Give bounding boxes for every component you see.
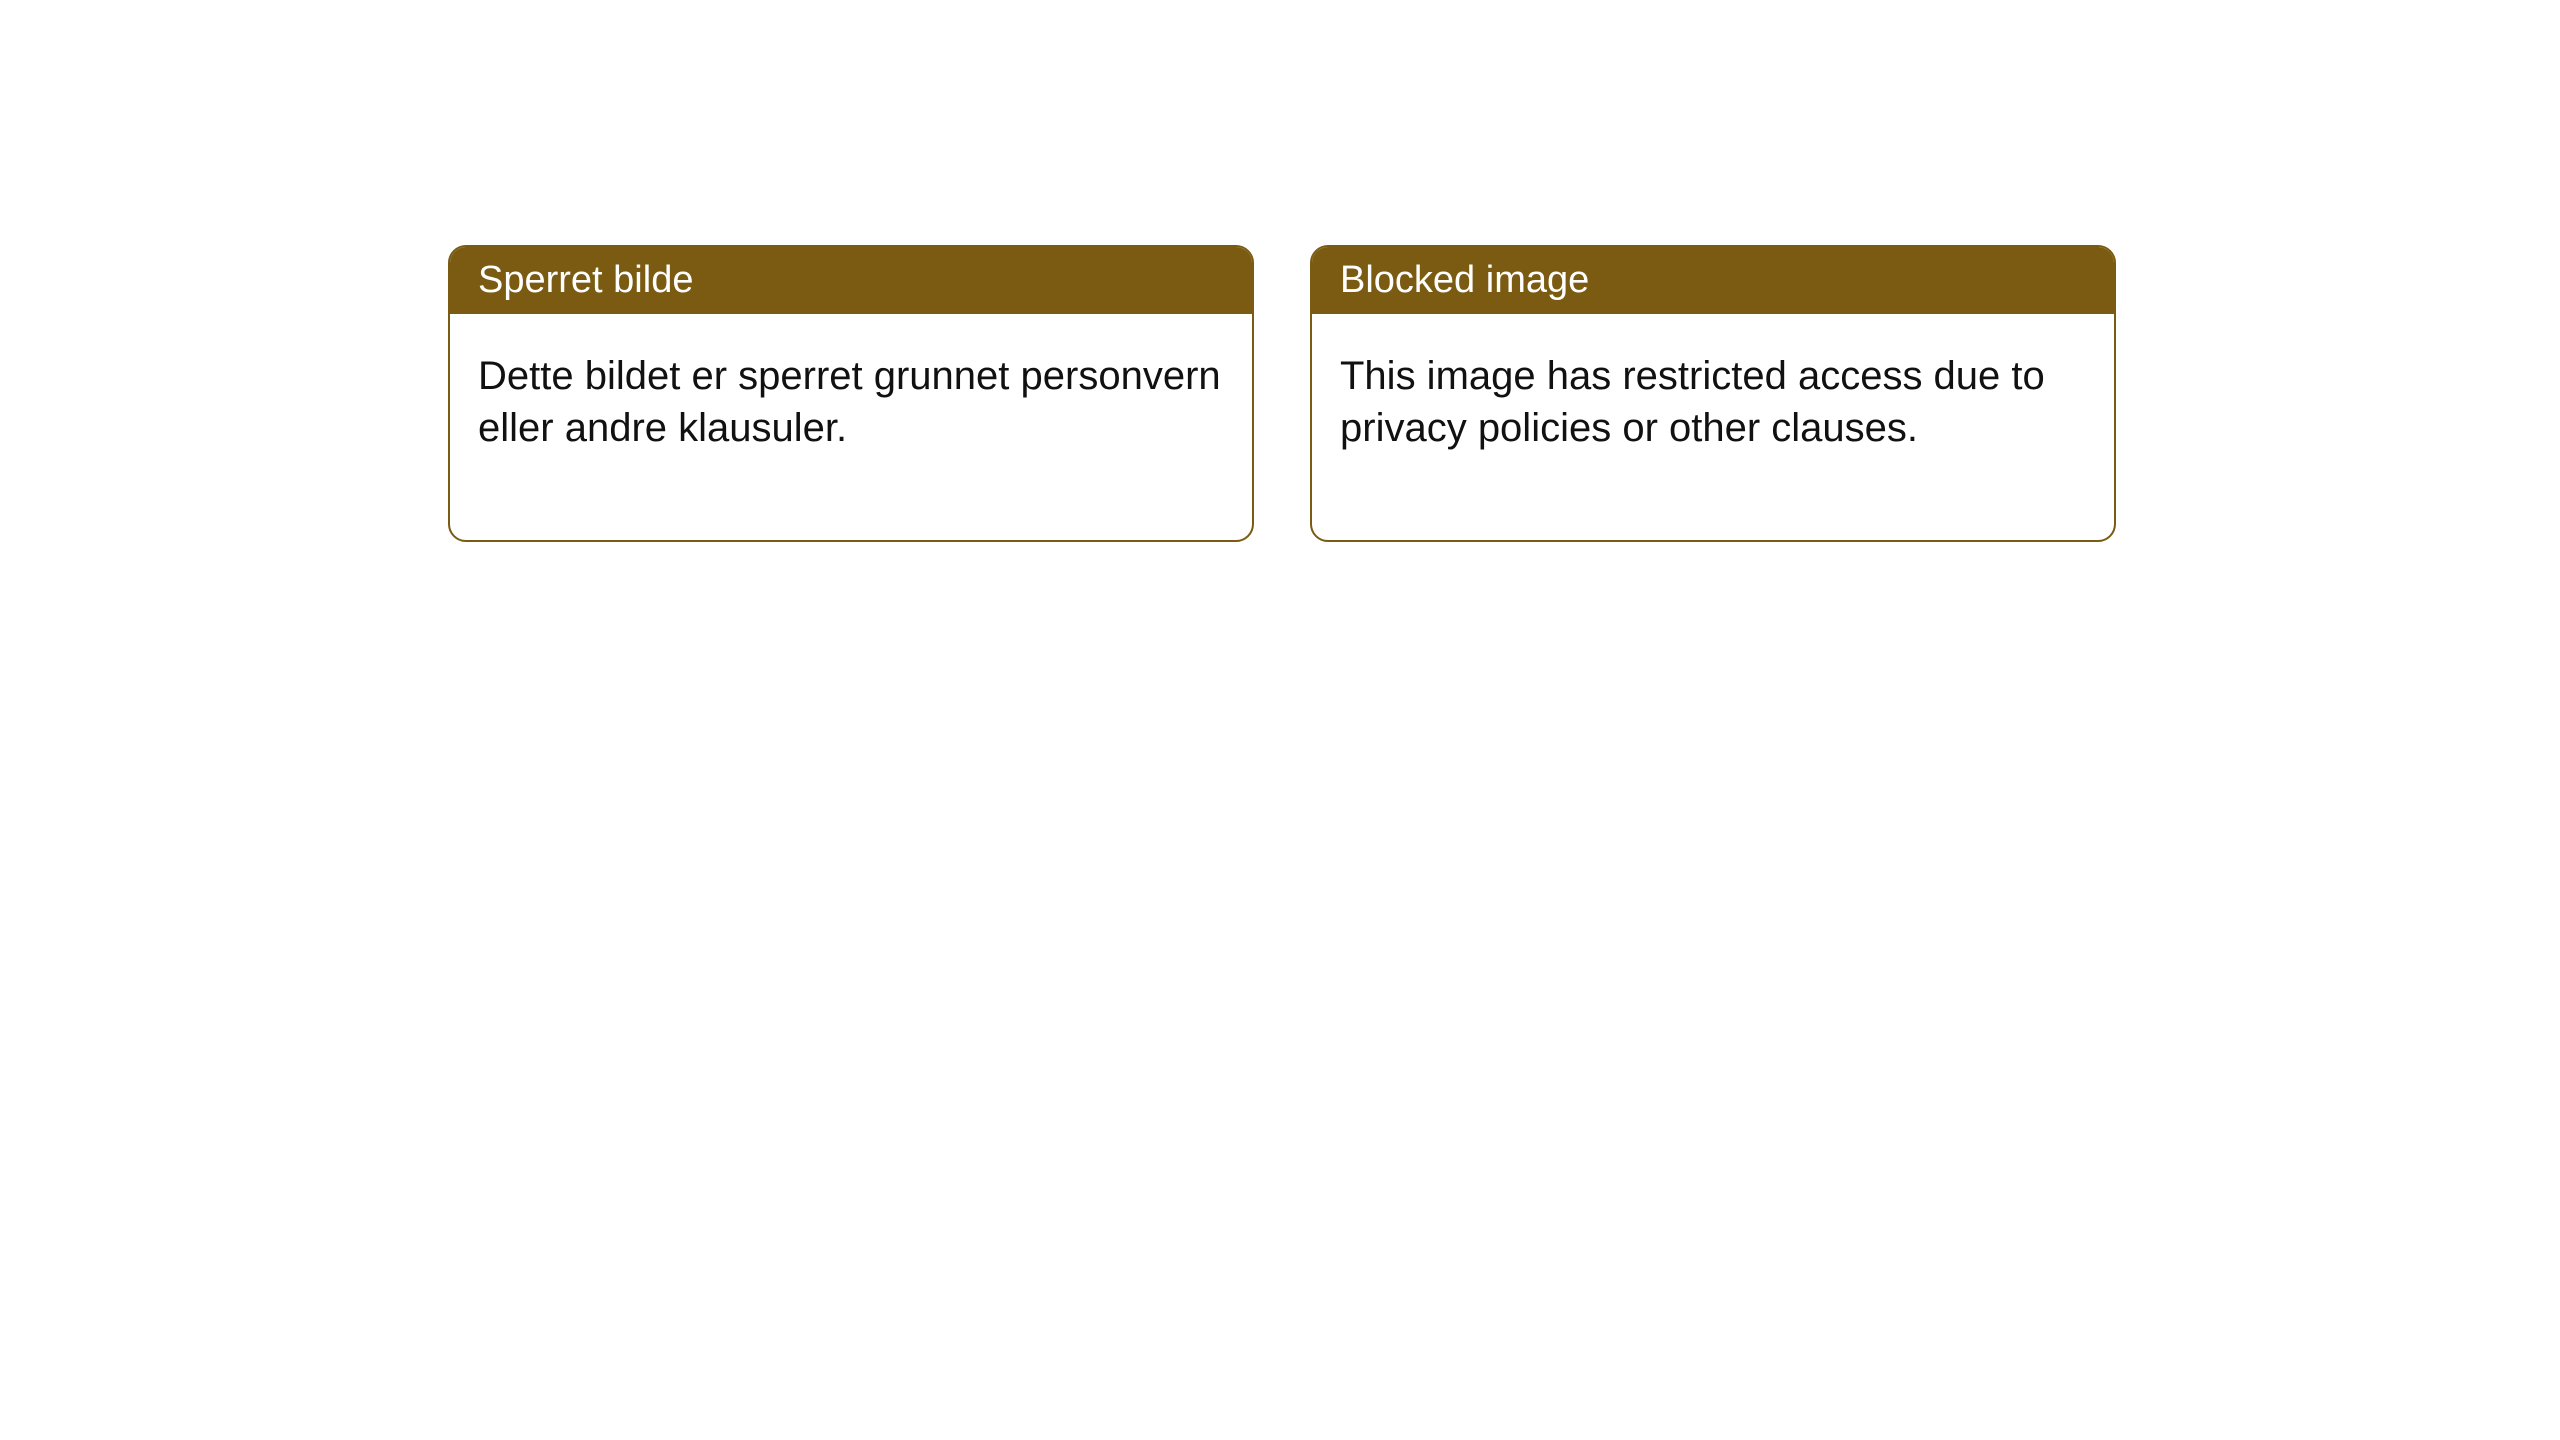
notice-title: Blocked image	[1312, 247, 2114, 314]
notice-title: Sperret bilde	[450, 247, 1252, 314]
notice-card-norwegian: Sperret bilde Dette bildet er sperret gr…	[448, 245, 1254, 542]
notice-card-english: Blocked image This image has restricted …	[1310, 245, 2116, 542]
notice-body-text: Dette bildet er sperret grunnet personve…	[450, 314, 1252, 540]
notice-container: Sperret bilde Dette bildet er sperret gr…	[0, 0, 2560, 542]
notice-body-text: This image has restricted access due to …	[1312, 314, 2114, 540]
